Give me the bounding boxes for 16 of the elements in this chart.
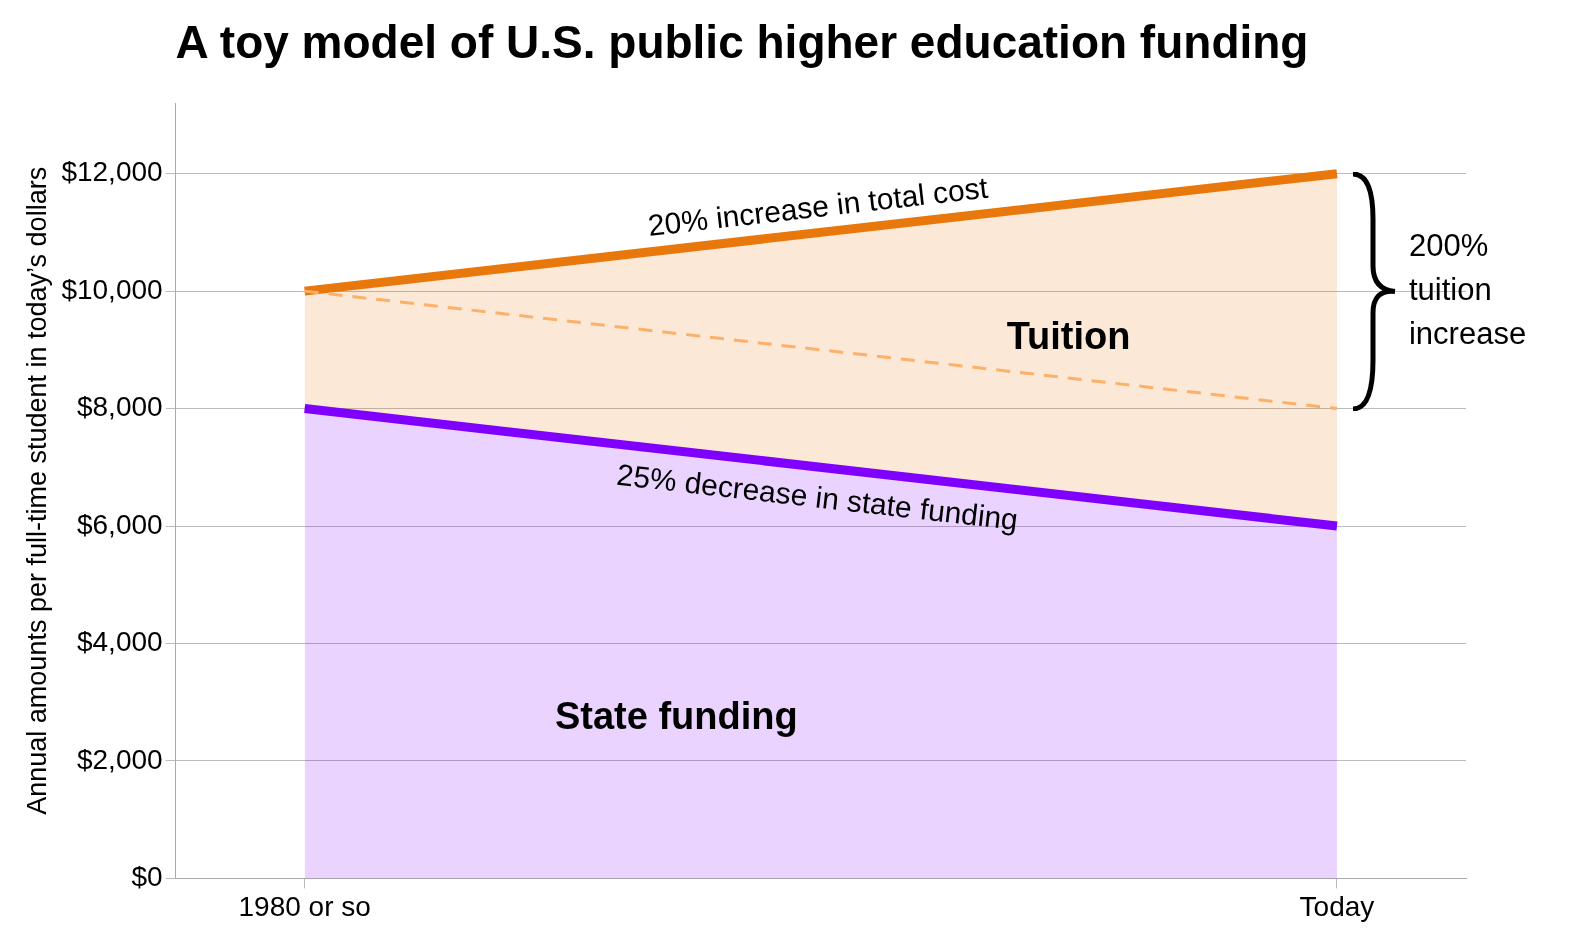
y-tick-label: $6,000 xyxy=(76,508,163,540)
x-tick-label: Today xyxy=(1299,890,1375,922)
annotation: 25% decrease in state funding xyxy=(615,457,1020,537)
annotation: 20% increase in total cost xyxy=(646,170,991,243)
y-tick-label: $0 xyxy=(131,861,163,893)
chart-title: A toy model of U.S. public higher education funding xyxy=(175,16,1309,69)
x-tick-label: 1980 or so xyxy=(238,890,371,922)
y-tick-label: $2,000 xyxy=(76,743,163,775)
y-tick-label: $10,000 xyxy=(61,273,163,305)
y-tick-label: $8,000 xyxy=(76,391,163,423)
series-label: State funding xyxy=(554,694,798,737)
y-tick-label: $4,000 xyxy=(76,626,163,658)
series-label: Tuition xyxy=(1006,314,1131,357)
y-axis-title: Annual amounts per full-time student in today’s dollars xyxy=(21,166,52,815)
y-tick-label: $12,000 xyxy=(61,156,163,188)
annotation: 200% tuition increase xyxy=(1408,227,1527,351)
